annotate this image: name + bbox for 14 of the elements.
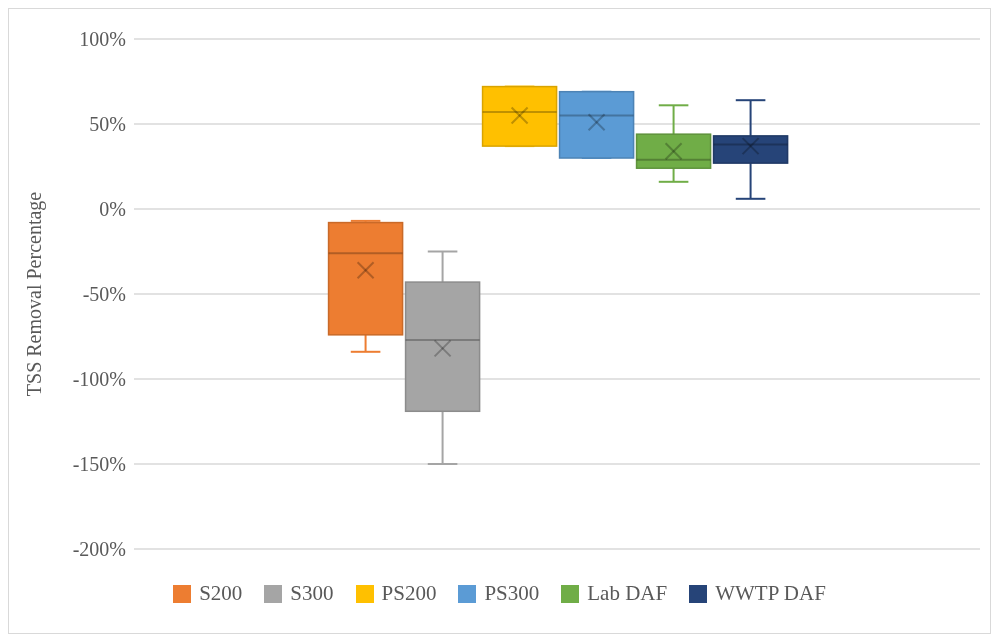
y-tick-label: 100% bbox=[79, 28, 126, 51]
y-tick-label: -100% bbox=[72, 368, 126, 391]
y-tick-label: -200% bbox=[72, 538, 126, 561]
legend-label: PS300 bbox=[484, 581, 540, 606]
y-tick-label: 0% bbox=[99, 198, 126, 221]
legend-label: Lab DAF bbox=[587, 581, 668, 606]
y-axis-title: TSS Removal Percentage bbox=[23, 191, 47, 397]
legend-label: PS200 bbox=[381, 581, 437, 606]
y-tick-label: 50% bbox=[89, 113, 126, 136]
legend-label: WWTP DAF bbox=[715, 581, 826, 606]
legend-label: S300 bbox=[290, 581, 334, 606]
y-tick-label: -150% bbox=[72, 453, 126, 476]
y-tick-label: -50% bbox=[82, 283, 126, 306]
legend-label: S200 bbox=[199, 581, 243, 606]
